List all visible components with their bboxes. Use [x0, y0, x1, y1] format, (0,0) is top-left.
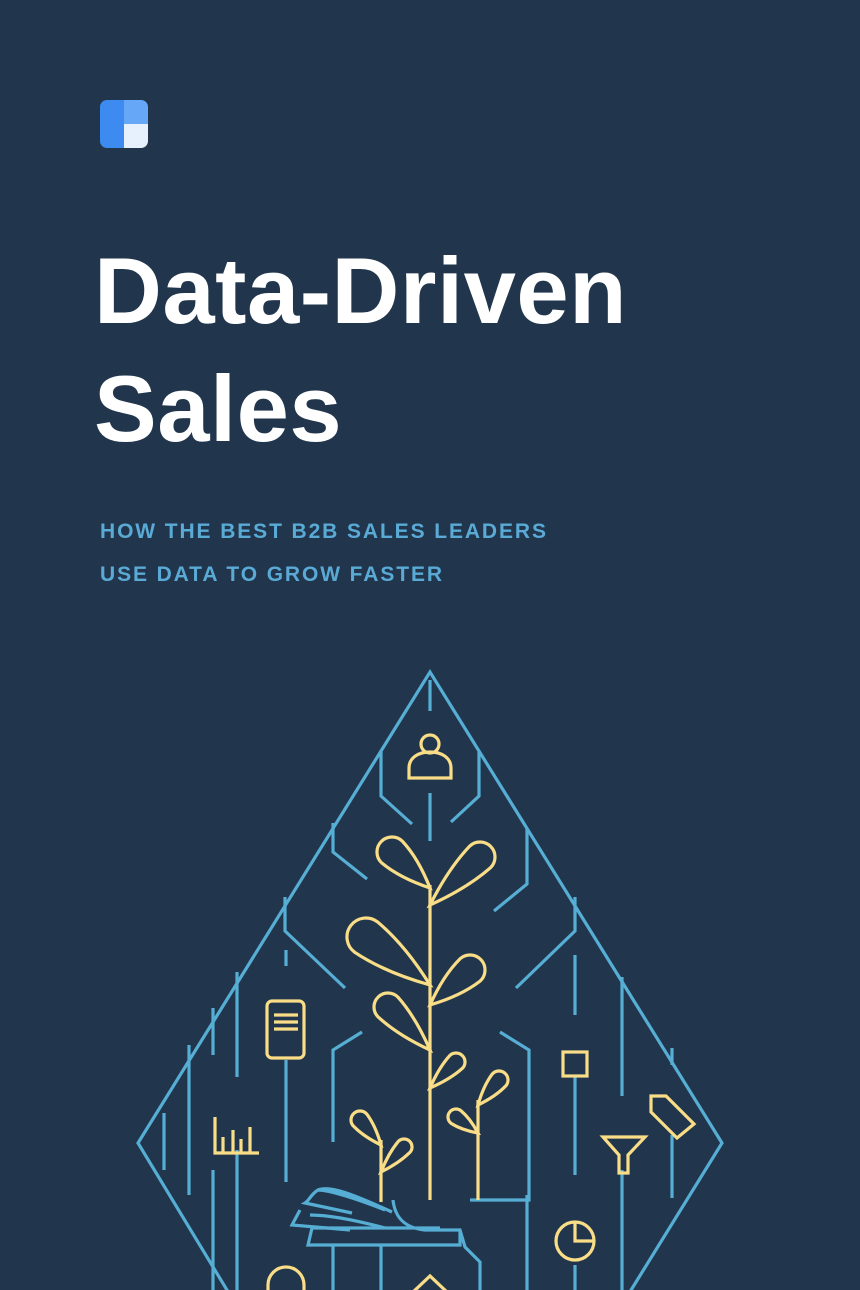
leaf	[475, 1069, 510, 1108]
circuit-line	[331, 823, 529, 913]
pie-chart-icon	[554, 1220, 596, 1262]
leaf	[446, 1107, 481, 1136]
leaf	[372, 991, 434, 1054]
logo-bottom-right-panel	[124, 124, 148, 148]
logo	[100, 100, 148, 148]
subtitle-line-1: HOW THE BEST B2B SALES LEADERS	[100, 520, 548, 543]
circuit-line	[283, 897, 577, 990]
bar-chart-icon	[213, 1117, 259, 1155]
funnel-icon	[599, 1135, 649, 1175]
page-title: Data-Driven Sales	[94, 232, 627, 468]
circuit-lines	[136, 668, 724, 1290]
circuit-line	[379, 752, 481, 826]
plant-and-icons	[213, 733, 697, 1290]
circuit-line	[331, 1195, 529, 1290]
leaf	[345, 916, 434, 988]
leaf	[426, 840, 497, 909]
circle-icon	[266, 1265, 306, 1290]
document-icon	[265, 999, 306, 1060]
square-icon	[561, 1050, 589, 1078]
hand	[305, 1199, 482, 1290]
person-icon	[407, 733, 453, 780]
logo-top-right-panel	[124, 100, 148, 124]
leaf	[375, 835, 433, 891]
title-line-1: Data-Driven	[94, 238, 628, 343]
leaf	[427, 953, 487, 1008]
diamond-icon	[412, 1273, 448, 1290]
tag-icon	[649, 1094, 697, 1141]
diamond-outline	[136, 668, 724, 1290]
leaf	[377, 1137, 414, 1176]
plant-leaves	[345, 835, 510, 1176]
plant-stem	[379, 885, 480, 1202]
subtitle-line-2: USE DATA TO GROW FASTER	[100, 563, 444, 586]
logo-left-panel	[100, 100, 124, 148]
book-pages	[289, 1187, 393, 1232]
circuit-line	[213, 1060, 286, 1290]
leaf	[349, 1109, 384, 1148]
subtitle: HOW THE BEST B2B SALES LEADERS USE DATA …	[100, 510, 548, 596]
circuit-line	[331, 1030, 531, 1202]
circuit-line	[573, 955, 674, 1290]
title-line-2: Sales	[94, 356, 343, 461]
circuit-line	[162, 950, 288, 1195]
leaf	[426, 1051, 467, 1092]
